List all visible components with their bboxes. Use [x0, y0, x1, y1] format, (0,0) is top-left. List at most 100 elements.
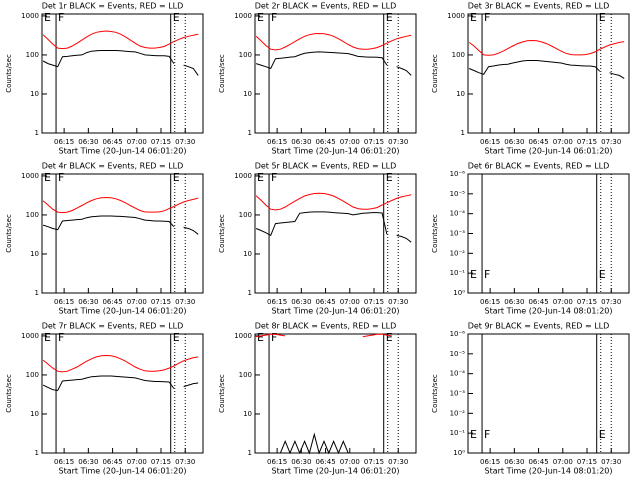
y-axis-label: Counts/sec [431, 214, 439, 253]
event-label: E [599, 11, 606, 24]
y-tick-label: 10⁻⁴ [450, 370, 466, 378]
event-label: E [599, 428, 606, 441]
chart-title: Det 4r BLACK = Events, RED = LLD [42, 162, 184, 171]
x-tick-label: 06:45 [102, 138, 122, 146]
x-tick-label: 07:15 [151, 138, 171, 146]
event-label: E [470, 11, 477, 24]
data-line [42, 215, 199, 235]
x-tick-label: 07:15 [364, 138, 384, 146]
y-tick-label: 10 [456, 90, 465, 98]
y-tick-label: 10⁻⁶ [450, 330, 466, 338]
x-tick-label: 06:45 [102, 298, 122, 306]
x-tick-label: 07:30 [388, 138, 408, 146]
event-label: E [257, 171, 264, 184]
plot-frame [41, 333, 204, 454]
event-label: F [271, 171, 277, 184]
event-label: E [44, 11, 51, 24]
x-axis-label: Start Time (20-Jun-14 06:01:20) [272, 147, 400, 156]
y-axis-label: Counts/sec [431, 374, 439, 413]
x-tick-label: 07:30 [175, 458, 195, 466]
x-tick-label: 07:15 [577, 138, 597, 146]
x-tick-label: 06:45 [528, 458, 548, 466]
y-tick-label: 1 [35, 449, 39, 457]
x-tick-label: 06:15 [267, 458, 287, 466]
y-tick-label: 10⁰ [453, 449, 465, 457]
x-tick-label: 07:00 [127, 138, 147, 146]
y-tick-label: 100 [239, 371, 252, 379]
x-tick-label: 07:30 [601, 298, 621, 306]
y-tick-label: 1 [248, 289, 252, 297]
x-tick-label: 06:45 [315, 138, 335, 146]
x-tick-label: 07:30 [175, 298, 195, 306]
y-tick-label: 1000 [234, 12, 252, 20]
y-tick-label: 10 [243, 90, 252, 98]
y-axis-label: Counts/sec [5, 374, 13, 413]
chart-title: Det 2r BLACK = Events, RED = LLD [255, 2, 397, 11]
x-tick-label: 07:00 [553, 298, 573, 306]
y-tick-label: 1000 [234, 332, 252, 340]
event-label: E [257, 331, 264, 344]
event-label: E [44, 171, 51, 184]
y-tick-label: 1 [35, 129, 39, 137]
data-line [468, 60, 625, 79]
y-tick-label: 1000 [21, 172, 39, 180]
y-tick-label: 10 [30, 410, 39, 418]
x-tick-label: 07:15 [151, 298, 171, 306]
plot-frame [41, 13, 204, 134]
x-axis-label: Start Time (20-Jun-14 06:01:20) [59, 147, 187, 156]
chart-title: Det 6r BLACK = Events, RED = LLD [468, 162, 610, 171]
plot-frame [254, 333, 417, 454]
x-tick-label: 06:30 [78, 138, 98, 146]
y-tick-label: 10⁻⁶ [450, 170, 466, 178]
x-tick-label: 07:00 [340, 458, 360, 466]
x-tick-label: 06:45 [102, 458, 122, 466]
x-tick-label: 06:15 [54, 298, 74, 306]
x-tick-label: 07:15 [577, 298, 597, 306]
x-tick-label: 06:15 [267, 138, 287, 146]
event-label: E [173, 11, 180, 24]
x-tick-label: 06:15 [54, 458, 74, 466]
y-tick-label: 1000 [21, 332, 39, 340]
event-label: E [173, 171, 180, 184]
y-tick-label: 100 [26, 371, 39, 379]
x-tick-label: 07:30 [601, 458, 621, 466]
y-tick-label: 10⁻¹ [450, 429, 466, 437]
y-tick-label: 10⁻⁵ [450, 350, 466, 358]
x-tick-label: 06:30 [291, 298, 311, 306]
event-label: E [44, 331, 51, 344]
data-line [255, 192, 412, 211]
x-tick-label: 06:15 [54, 138, 74, 146]
chart-title: Det 7r BLACK = Events, RED = LLD [42, 322, 184, 331]
x-tick-label: 06:15 [480, 138, 500, 146]
plot-frame [467, 13, 630, 134]
x-tick-label: 07:00 [553, 458, 573, 466]
chart-title: Det 8r BLACK = Events, RED = LLD [255, 322, 397, 331]
y-tick-label: 10 [30, 90, 39, 98]
event-label: F [58, 331, 64, 344]
event-label: E [386, 11, 393, 24]
data-line [256, 333, 392, 338]
y-tick-label: 10 [243, 410, 252, 418]
data-line [255, 32, 412, 51]
x-axis-label: Start Time (20-Jun-14 08:01:20) [485, 307, 613, 316]
x-axis-label: Start Time (20-Jun-14 08:01:20) [485, 467, 613, 476]
y-tick-label: 10⁻³ [450, 230, 466, 238]
y-tick-label: 10⁻² [450, 409, 466, 417]
x-axis-label: Start Time (20-Jun-14 06:01:20) [59, 467, 187, 476]
y-tick-label: 1000 [447, 12, 465, 20]
y-tick-label: 1000 [21, 12, 39, 20]
x-tick-label: 06:30 [504, 458, 524, 466]
y-tick-label: 10⁻² [450, 249, 466, 257]
event-label: F [58, 171, 64, 184]
event-label: E [386, 331, 393, 344]
x-tick-label: 06:15 [267, 298, 287, 306]
x-tick-label: 07:30 [388, 298, 408, 306]
chart-title: Det 1r BLACK = Events, RED = LLD [42, 2, 184, 11]
event-label: E [470, 428, 477, 441]
y-tick-label: 10⁰ [453, 289, 465, 297]
event-label: E [470, 268, 477, 281]
event-label: F [271, 331, 277, 344]
data-line [42, 50, 199, 76]
x-tick-label: 06:30 [291, 138, 311, 146]
